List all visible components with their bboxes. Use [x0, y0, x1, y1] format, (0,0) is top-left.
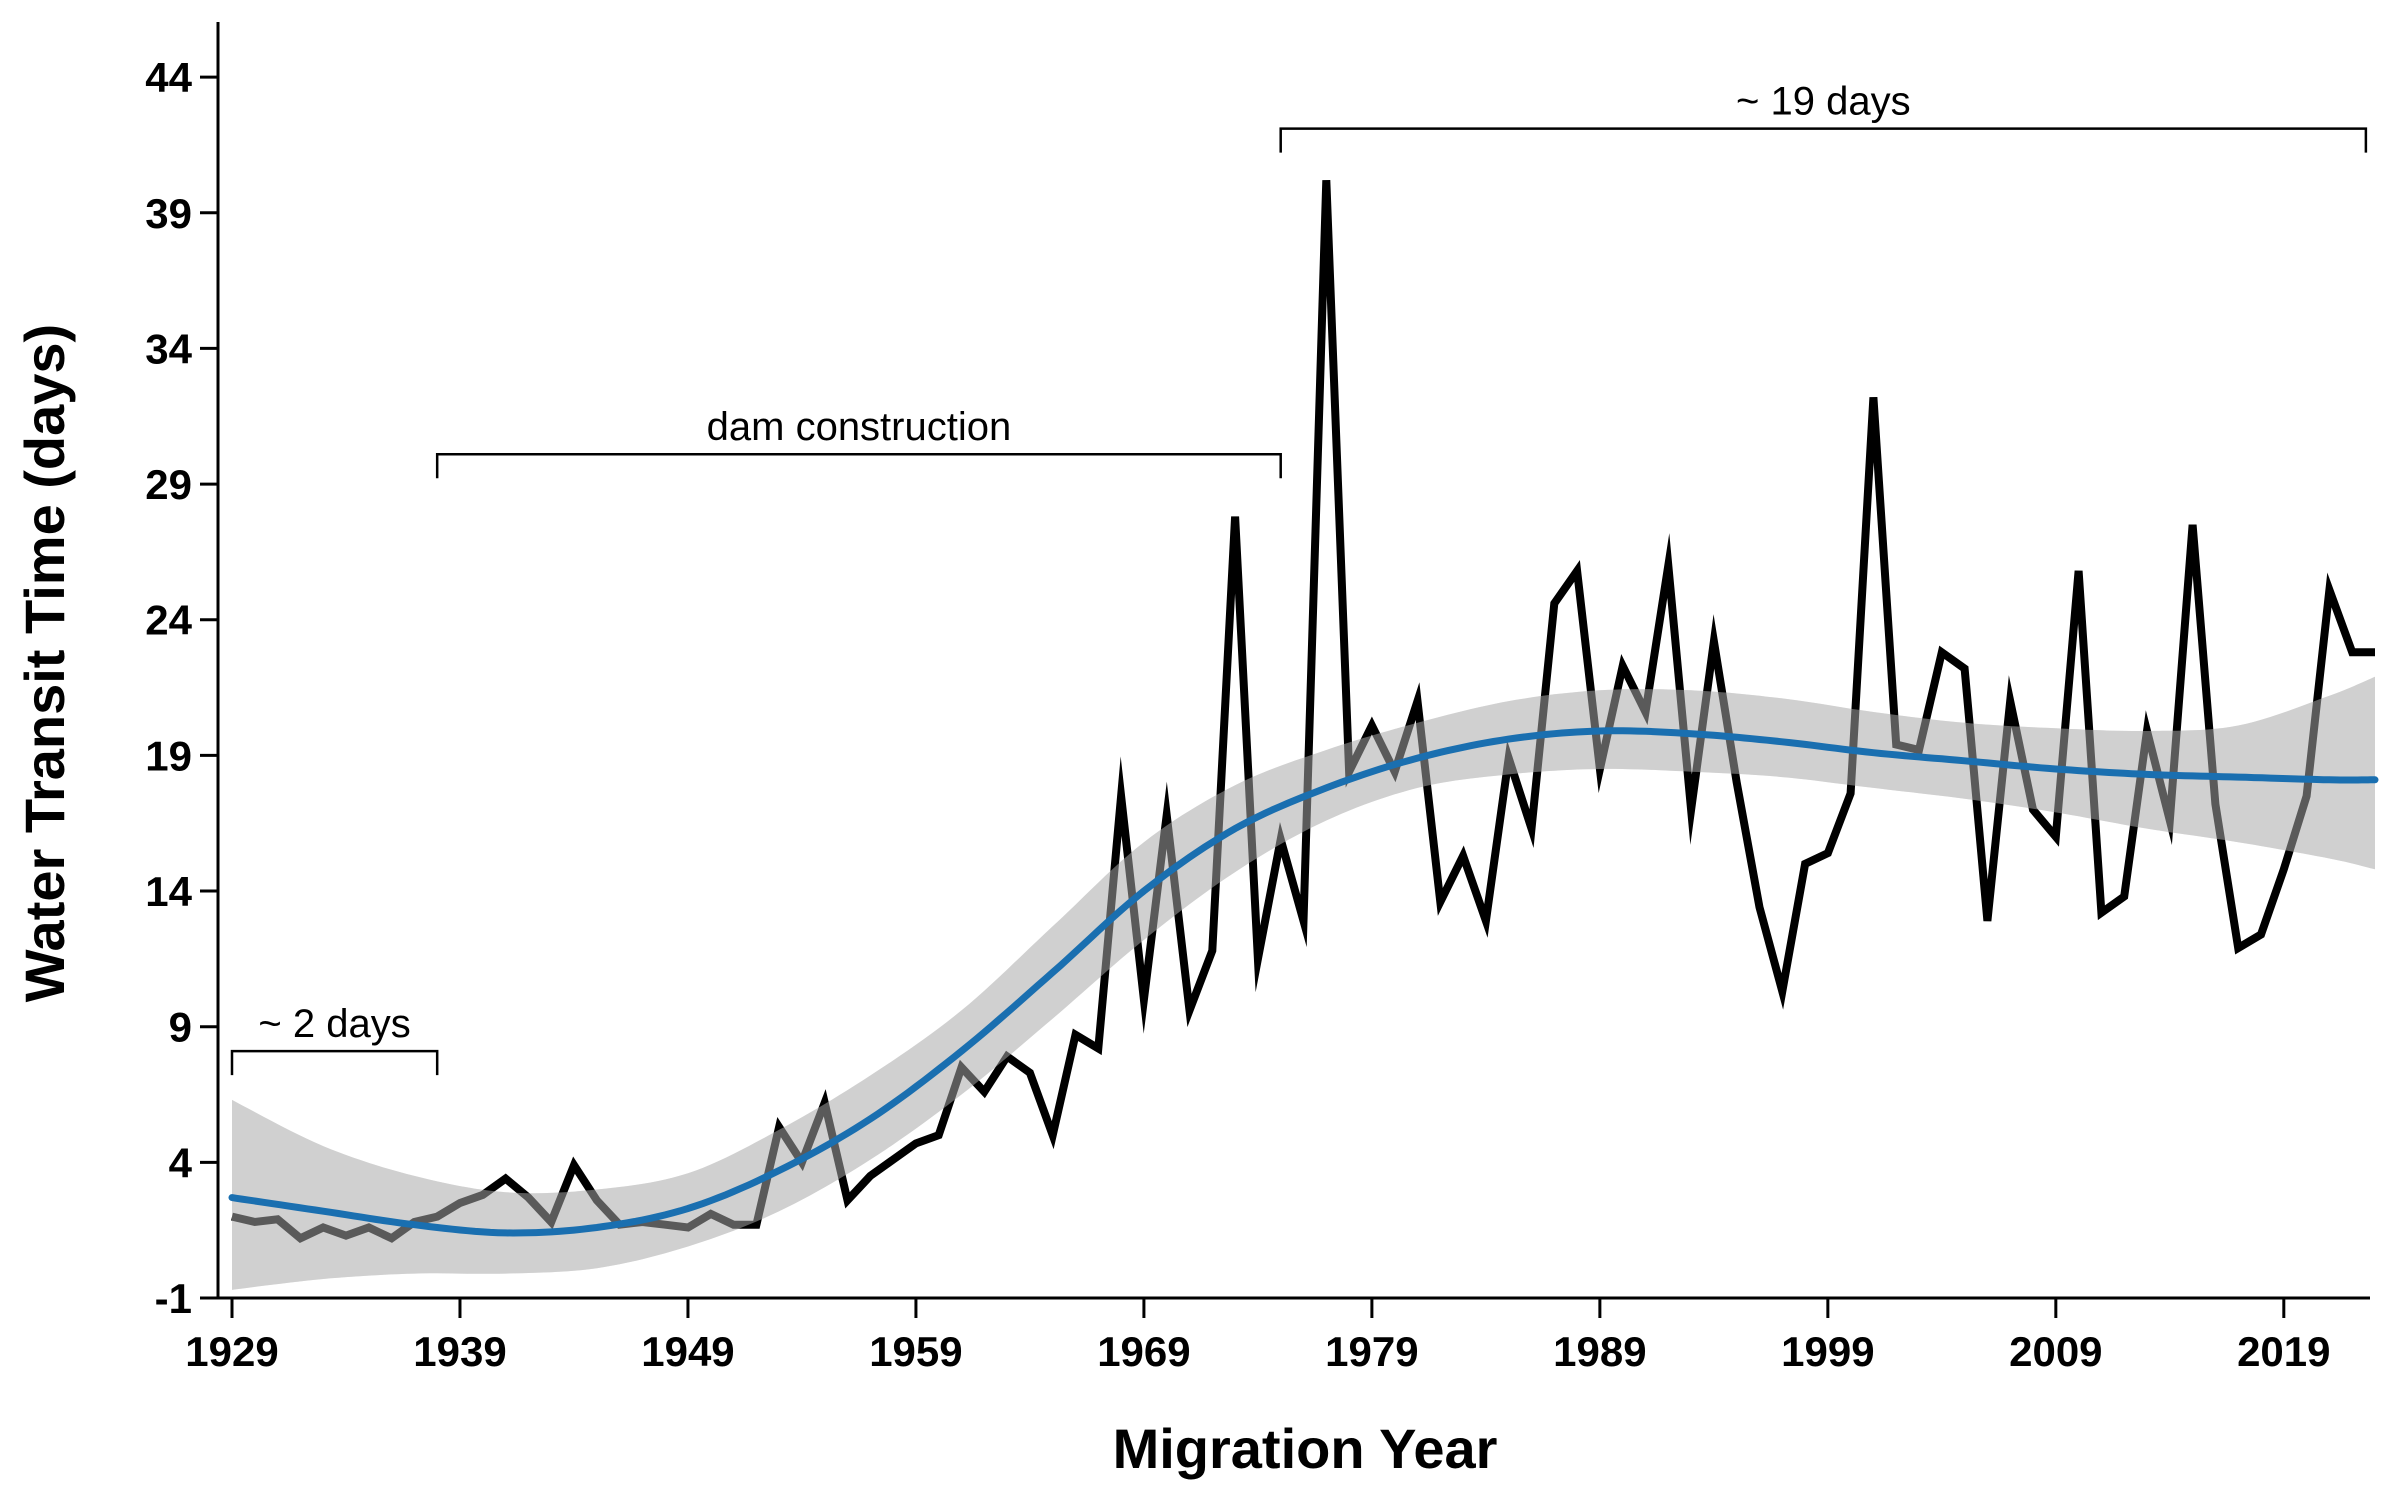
x-tick-label: 1959 — [869, 1328, 962, 1375]
annotation-bracket — [1279, 127, 2368, 153]
trend-series-line — [228, 727, 2379, 1237]
x-tick-label: 1929 — [185, 1328, 278, 1375]
y-tick-label: 4 — [169, 1139, 193, 1186]
y-tick-label: 9 — [169, 1004, 192, 1051]
y-ticks: -1 4 9 14 19 24 29 34 39 44 — [145, 54, 218, 1322]
x-tick-label: 1999 — [1781, 1328, 1874, 1375]
x-tick-label: 1979 — [1325, 1328, 1418, 1375]
y-tick-label: 14 — [145, 868, 192, 915]
y-tick-label: 39 — [145, 190, 192, 237]
x-tick-label: 1939 — [413, 1328, 506, 1375]
y-tick-label: 19 — [145, 732, 192, 779]
y-tick-label: -1 — [155, 1275, 192, 1322]
y-tick-label: 44 — [145, 54, 192, 101]
annotation-label: ~ 19 days — [1736, 80, 1911, 124]
x-ticks: 1929 1939 1949 1959 1969 1979 1989 1999 2009 2019 — [185, 1298, 2331, 1375]
annotation-label: dam construction — [707, 405, 1012, 449]
confidence-band — [232, 676, 2375, 1290]
annotation-label: ~ 2 days — [258, 1002, 410, 1046]
y-tick-label: 29 — [145, 461, 192, 508]
confidence-band-layer — [232, 676, 2375, 1290]
x-tick-label: 1989 — [1553, 1328, 1646, 1375]
y-axis-title: Water Transit Time (days) — [13, 324, 76, 1002]
annotation-bracket — [435, 452, 1282, 479]
x-axis-title: Migration Year — [1113, 1417, 1498, 1480]
x-tick-label: 1949 — [641, 1328, 734, 1375]
trend-series-layer — [228, 727, 2379, 1237]
confidence-band-overlay — [232, 676, 2375, 1290]
annotation-bracket — [230, 1049, 439, 1076]
x-tick-label: 2009 — [2009, 1328, 2102, 1375]
annotations-layer: ~ 2 days dam construction ~ 19 days — [230, 80, 2368, 1076]
observed-series-layer — [231, 180, 2375, 1290]
x-tick-label: 2019 — [2237, 1328, 2330, 1375]
observed-series-line — [231, 180, 2375, 1244]
y-tick-label: 24 — [145, 597, 192, 644]
y-tick-label: 34 — [145, 325, 192, 372]
x-tick-label: 1969 — [1097, 1328, 1190, 1375]
